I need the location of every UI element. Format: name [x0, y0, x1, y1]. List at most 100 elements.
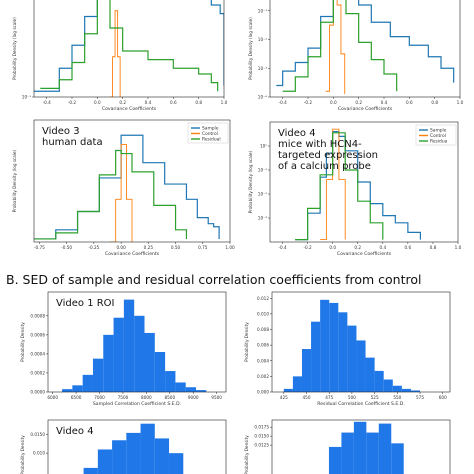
- x-tick-label: 450: [303, 395, 311, 400]
- x-tick-label: -0.2: [68, 100, 77, 105]
- x-tick-label: 0.25: [144, 245, 154, 250]
- x-tick-label: 1.0: [455, 245, 462, 250]
- bar: [329, 302, 339, 392]
- bar: [185, 387, 197, 392]
- x-tick-label: 1.00: [225, 245, 235, 250]
- series-control: [110, 10, 121, 97]
- bar: [154, 352, 166, 392]
- x-tick-label: 575: [416, 395, 424, 400]
- series-residual: [295, 132, 384, 241]
- y-tick-label: 0.006: [257, 343, 269, 348]
- panel-video1-sed-residual: 425 450 475 500 525 550 575 600 0.000 0.002 0.004 0…: [244, 291, 451, 407]
- bars-video1-sed-residual: [283, 299, 421, 392]
- x-tick-label: 0.6: [170, 100, 177, 105]
- bar: [62, 389, 73, 392]
- bars-video4-sed-sample: [83, 423, 184, 474]
- panel-video3: -0.75 -0.50 -0.25 0.00 0.25 0.50 0.75 1.00 Covar…: [12, 119, 235, 257]
- bars-video1-sed-sample: [62, 299, 207, 392]
- bar: [82, 374, 93, 392]
- y-tick-label: 0.002: [257, 374, 269, 379]
- x-tick-label: -0.4: [278, 245, 287, 250]
- x-tick-label: 0.6: [405, 245, 412, 250]
- legend-label-control: Control: [430, 133, 446, 139]
- y-tick-label: 0.010: [257, 311, 269, 316]
- y-tick-label: 0.0175: [254, 425, 269, 430]
- x-tick-label: 0.4: [381, 100, 388, 105]
- bar: [341, 432, 354, 474]
- y-axis-label: Probability Density: [20, 322, 25, 362]
- x-axis-label: Covariance Coefficients: [337, 251, 392, 257]
- y-tick-label: 0.000: [257, 390, 269, 395]
- bar: [154, 438, 170, 474]
- y-tick-label: 0.0150: [30, 432, 45, 437]
- y-axis-label: Probability Density: [244, 435, 249, 474]
- y-axis-label: Probability Density (log scale): [12, 17, 17, 80]
- series-residual: [40, 0, 219, 92]
- bar: [391, 443, 404, 474]
- axes-frame: [47, 291, 227, 393]
- bar: [410, 390, 421, 392]
- bar: [92, 358, 104, 392]
- y-axis-label: Probability Density: [20, 435, 25, 474]
- series-sample: [34, 0, 224, 92]
- bar: [366, 432, 379, 474]
- x-axis-label: Sampled Correlation Coefficient S.E.D.: [93, 401, 181, 407]
- y-tick-label: 0.010: [33, 451, 45, 456]
- x-tick-label: 0.8: [195, 100, 202, 105]
- x-tick-label: 9000: [188, 395, 199, 400]
- y-tick-label: 10⁻²: [258, 192, 268, 197]
- y-tick-label: 0.008: [257, 327, 269, 332]
- x-axis-label: Covariance Coefficients: [102, 106, 157, 112]
- x-tick-label: 1.0: [221, 100, 228, 105]
- bar: [134, 315, 145, 392]
- x-tick-label: 7500: [118, 395, 129, 400]
- x-tick-label: -0.25: [88, 245, 99, 250]
- series-residual: [282, 0, 398, 92]
- x-axis-label: Residual Correlation Coefficient S.E.D.: [317, 401, 404, 407]
- bar: [72, 385, 83, 392]
- bar: [378, 423, 392, 474]
- series-control: [320, 128, 346, 241]
- x-tick-label: 0.75: [198, 245, 208, 250]
- x-tick-label: 0.4: [379, 245, 386, 250]
- y-axis-label: Probability Density (log scale): [248, 17, 253, 80]
- axes-frame: [271, 291, 451, 393]
- x-tick-label: 8500: [164, 395, 175, 400]
- bar: [113, 317, 124, 392]
- x-tick-label: 600: [439, 395, 447, 400]
- x-tick-label: 0.0: [94, 100, 101, 105]
- y-tick-label: 10⁻¹: [22, 95, 32, 100]
- y-tick-label: 10⁰: [260, 144, 267, 149]
- bar: [301, 349, 312, 392]
- lines-top-right: [276, 0, 455, 95]
- y-tick-label: 0.0000: [30, 390, 45, 395]
- panel-annotation: mice with HCN4-: [278, 139, 362, 150]
- y-tick-label: 0.0002: [30, 370, 45, 375]
- x-tick-label: 0.0: [329, 245, 336, 250]
- bar: [165, 371, 176, 392]
- panel-top-right: -0.4 -0.2 0.0 0.2 0.4 0.6 0.8 1.0 10⁻⁴ 10⁻³ 10⁻² 10…: [248, 0, 464, 112]
- y-tick-label: 10⁻²: [258, 37, 268, 42]
- bar: [83, 467, 98, 474]
- panel-annotation: Video 3: [42, 126, 80, 137]
- bar: [320, 299, 330, 392]
- x-tick-label: 0.8: [430, 245, 437, 250]
- panel-annotation: Video 4: [56, 426, 94, 437]
- bar: [144, 332, 155, 392]
- x-tick-label: 475: [325, 395, 333, 400]
- lines-video3: [34, 134, 220, 242]
- bar: [175, 382, 186, 392]
- series-control: [325, 0, 346, 95]
- y-axis-label: Probability Density (log scale): [12, 149, 17, 212]
- bar: [292, 376, 302, 392]
- bar: [347, 325, 357, 392]
- bar: [112, 440, 127, 474]
- x-tick-label: 0.00: [116, 245, 126, 250]
- legend-label-residual: Residual: [202, 137, 221, 143]
- x-tick-label: -0.4: [279, 100, 288, 105]
- axes-frame: [33, 0, 225, 98]
- y-tick-label: 10⁻¹: [258, 168, 268, 173]
- axes-frame: [271, 419, 451, 474]
